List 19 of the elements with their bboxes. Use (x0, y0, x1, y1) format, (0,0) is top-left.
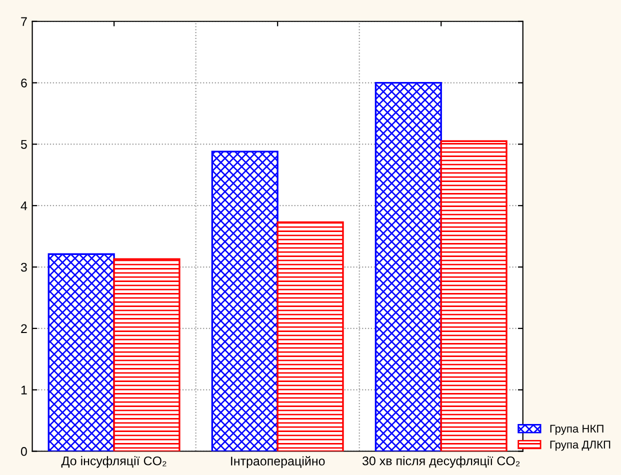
y-tick-label: 6 (21, 78, 27, 88)
y-tick-label: 7 (21, 17, 27, 26)
bar (113, 258, 180, 452)
bar (374, 82, 442, 452)
y-tick-label: 0 (20, 447, 27, 456)
y-tick-label: 2 (21, 324, 27, 333)
y-tick-label: 1 (21, 386, 27, 394)
y-tick-label: 5 (20, 140, 27, 149)
legend-label: Група НКП (550, 424, 604, 435)
y-tick-label: 4 (20, 202, 28, 210)
legend-label: Група ДЛКП (550, 440, 610, 451)
x-tick-label: Інтраопераційно (231, 456, 325, 468)
y-tick-label: 3 (20, 262, 27, 272)
x-tick-label: До інсуфляції CO₂ (61, 456, 166, 468)
bar (440, 140, 508, 452)
bar (276, 221, 344, 452)
bar (211, 150, 278, 452)
x-tick-label: 30 хв після десуфляції CO₂ (362, 456, 520, 468)
bar (48, 253, 115, 452)
